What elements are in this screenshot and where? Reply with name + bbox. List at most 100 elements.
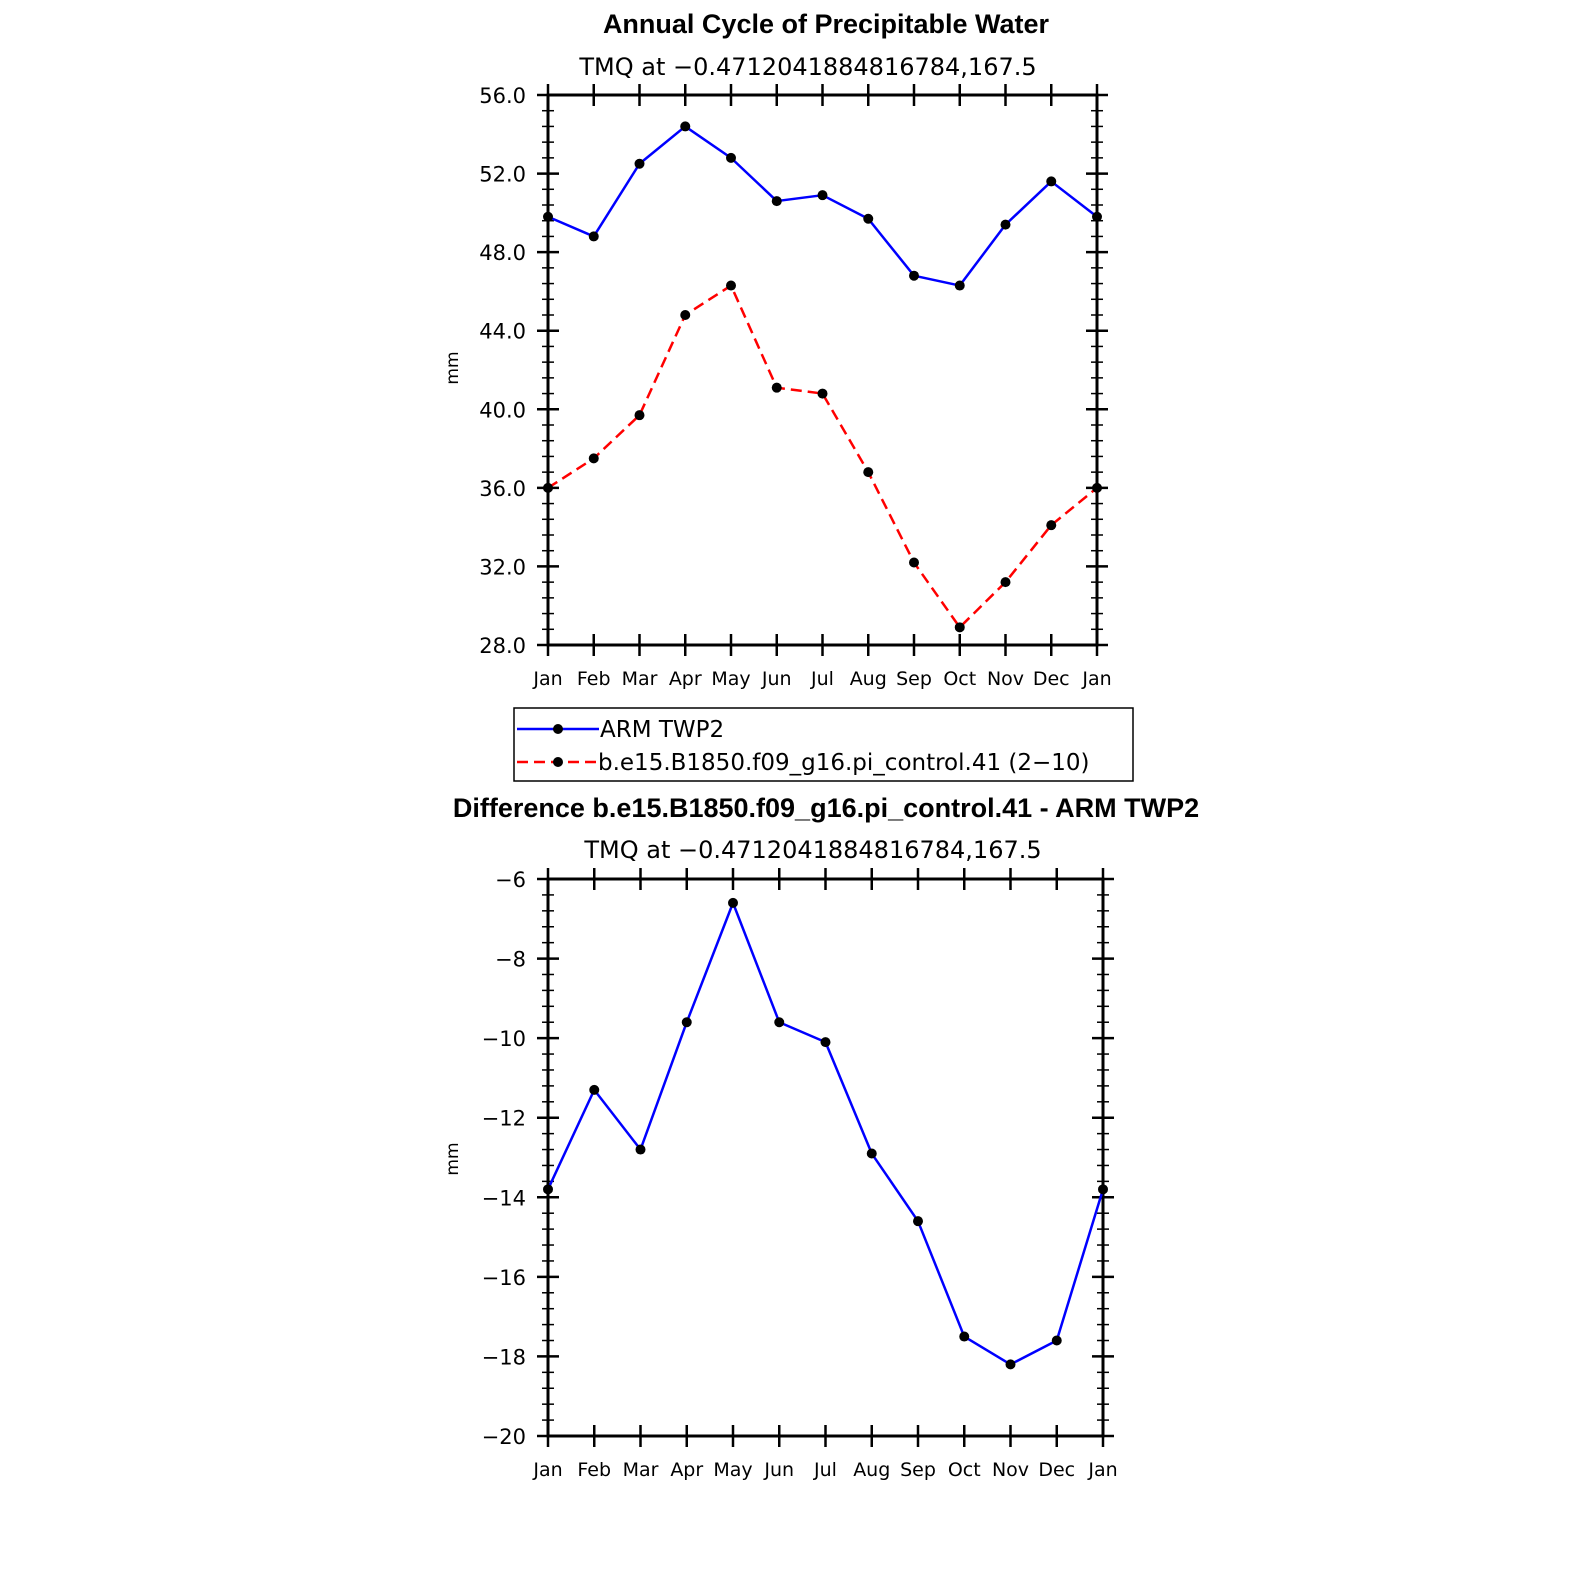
- legend-box: [513, 707, 1134, 782]
- data-point: [634, 410, 645, 421]
- y-tick-label: 32.0: [479, 555, 526, 579]
- chart-subtitle: TMQ at −0.4712041884816784,167.5: [578, 53, 1036, 81]
- data-point: [1000, 219, 1011, 230]
- plot-series: [543, 897, 1108, 1370]
- legend-label-model: b.e15.B1850.f09_g16.pi_control.41 (2−10): [598, 750, 1090, 776]
- data-point: [1000, 577, 1011, 588]
- data-point: [909, 270, 919, 281]
- data-point: [680, 310, 691, 320]
- x-tick-label: Jun: [761, 668, 792, 690]
- data-point: [1005, 1359, 1016, 1370]
- data-point: [588, 231, 599, 242]
- legend-entry-arm: ARM TWP2: [517, 717, 724, 743]
- data-point: [1046, 520, 1057, 531]
- x-tick-label: Jan: [1087, 1459, 1117, 1481]
- axis-ticks: [537, 84, 1108, 656]
- legend-marker-arm: [553, 724, 563, 734]
- x-tick-label: Dec: [1033, 668, 1070, 690]
- x-tick-label: Jul: [810, 668, 834, 690]
- y-tick-label: 36.0: [479, 477, 526, 501]
- data-point: [543, 211, 553, 222]
- data-point: [1046, 176, 1057, 187]
- tick-labels: Jan Feb Mar Apr May Jun Jul Aug Sep Oct Nov Dec Jan−…: [482, 868, 1118, 1481]
- x-tick-label: Mar: [623, 1459, 659, 1481]
- data-point: [726, 152, 736, 163]
- data-point: [589, 1084, 600, 1095]
- y-tick-label: 44.0: [479, 320, 526, 344]
- x-tick-label: Aug: [850, 668, 887, 690]
- data-point: [1098, 1184, 1108, 1195]
- y-tick-label: −12: [482, 1107, 526, 1131]
- data-point: [1051, 1335, 1062, 1346]
- x-tick-label: Dec: [1038, 1459, 1075, 1481]
- data-point: [543, 1184, 553, 1195]
- x-tick-label: Oct: [943, 668, 976, 690]
- x-tick-label: Feb: [577, 668, 611, 690]
- x-tick-label: May: [711, 668, 750, 690]
- y-tick-label: −8: [495, 948, 526, 972]
- x-tick-label: Apr: [669, 668, 702, 690]
- x-tick-label: Sep: [896, 668, 932, 690]
- legend-marker-model: [553, 757, 563, 767]
- series-line: [546, 901, 1105, 1366]
- legend-entry-model: b.e15.B1850.f09_g16.pi_control.41 (2−10): [517, 750, 1090, 776]
- data-point: [820, 1037, 831, 1048]
- x-tick-label: Nov: [987, 668, 1024, 690]
- data-point: [817, 190, 828, 201]
- tick-labels: Jan Feb Mar Apr May Jun Jul Aug Sep Oct Nov Dec Jan 2…: [479, 84, 1111, 690]
- y-tick-label: 48.0: [479, 241, 526, 265]
- x-tick-label: Aug: [853, 1459, 890, 1481]
- x-tick-label: Jul: [813, 1459, 837, 1481]
- data-point: [1092, 211, 1102, 222]
- chart-subtitle: TMQ at −0.4712041884816784,167.5: [583, 836, 1041, 864]
- axis-ticks: [537, 868, 1114, 1447]
- x-tick-label: Apr: [670, 1459, 703, 1481]
- annual-cycle-panel: Annual Cycle of Precipitable Water TMQ a…: [443, 9, 1112, 690]
- plot-frame: [546, 877, 1105, 1438]
- x-tick-label: Jan: [532, 1459, 562, 1481]
- series-line: [547, 284, 1098, 629]
- y-tick-label: −18: [482, 1345, 526, 1369]
- data-point: [681, 1017, 692, 1028]
- data-point: [588, 453, 599, 464]
- difference-panel: Difference b.e15.B1850.f09_g16.pi_contro…: [443, 793, 1199, 1481]
- x-tick-label: Sep: [900, 1459, 936, 1481]
- y-tick-label: −14: [482, 1186, 526, 1210]
- data-point: [954, 280, 965, 291]
- chart-title: Annual Cycle of Precipitable Water: [603, 9, 1050, 39]
- y-axis-label: mm: [443, 351, 463, 384]
- chart-title: Difference b.e15.B1850.f09_g16.pi_contro…: [453, 793, 1199, 823]
- data-point: [543, 482, 553, 493]
- data-point: [774, 1017, 785, 1028]
- data-point: [913, 1216, 923, 1227]
- y-tick-label: −10: [482, 1027, 526, 1051]
- data-point: [726, 280, 736, 291]
- y-tick-label: 56.0: [479, 84, 526, 108]
- data-point: [817, 388, 828, 399]
- data-point: [771, 196, 782, 207]
- y-tick-label: 28.0: [479, 634, 526, 658]
- data-point: [866, 1148, 877, 1159]
- data-point: [634, 158, 645, 169]
- y-axis-label: mm: [443, 1142, 463, 1175]
- data-point: [680, 121, 691, 132]
- x-tick-label: Nov: [992, 1459, 1029, 1481]
- x-tick-label: May: [713, 1459, 752, 1481]
- data-point: [959, 1331, 970, 1342]
- data-point: [771, 382, 782, 393]
- x-tick-label: Jun: [763, 1459, 794, 1481]
- data-point: [954, 622, 965, 633]
- legend: ARM TWP2 b.e15.B1850.f09_g16.pi_control.…: [513, 707, 1134, 782]
- x-tick-label: Mar: [622, 668, 658, 690]
- x-tick-label: Jan: [1081, 668, 1111, 690]
- series-line: [547, 125, 1098, 287]
- y-tick-label: −20: [482, 1425, 526, 1449]
- x-tick-label: Jan: [532, 668, 562, 690]
- legend-label-arm: ARM TWP2: [600, 717, 724, 743]
- y-tick-label: 52.0: [479, 163, 526, 187]
- x-tick-label: Feb: [577, 1459, 611, 1481]
- data-point: [909, 557, 919, 568]
- y-tick-label: −16: [482, 1266, 526, 1290]
- data-point: [863, 467, 874, 478]
